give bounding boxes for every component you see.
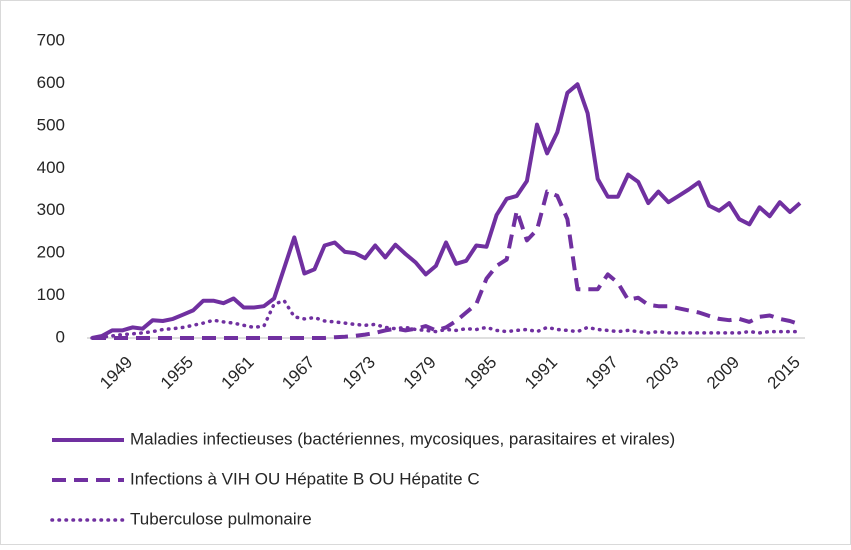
y-tick-label: 500	[37, 115, 65, 134]
legend-label: Maladies infectieuses (bactériennes, myc…	[130, 429, 675, 448]
y-tick-label: 700	[37, 30, 65, 49]
y-tick-label: 0	[56, 327, 65, 346]
y-tick-label: 300	[37, 200, 65, 219]
y-tick-label: 600	[37, 73, 65, 92]
y-tick-label: 100	[37, 285, 65, 304]
series-line	[90, 298, 802, 340]
y-tick-label: 200	[37, 243, 65, 262]
legend-label: Infections à VIH OU Hépatite B OU Hépati…	[130, 469, 480, 488]
y-tick-label: 400	[37, 158, 65, 177]
legend-label: Tuberculose pulmonaire	[130, 509, 312, 528]
series-line	[92, 189, 801, 340]
series-line	[91, 82, 802, 340]
